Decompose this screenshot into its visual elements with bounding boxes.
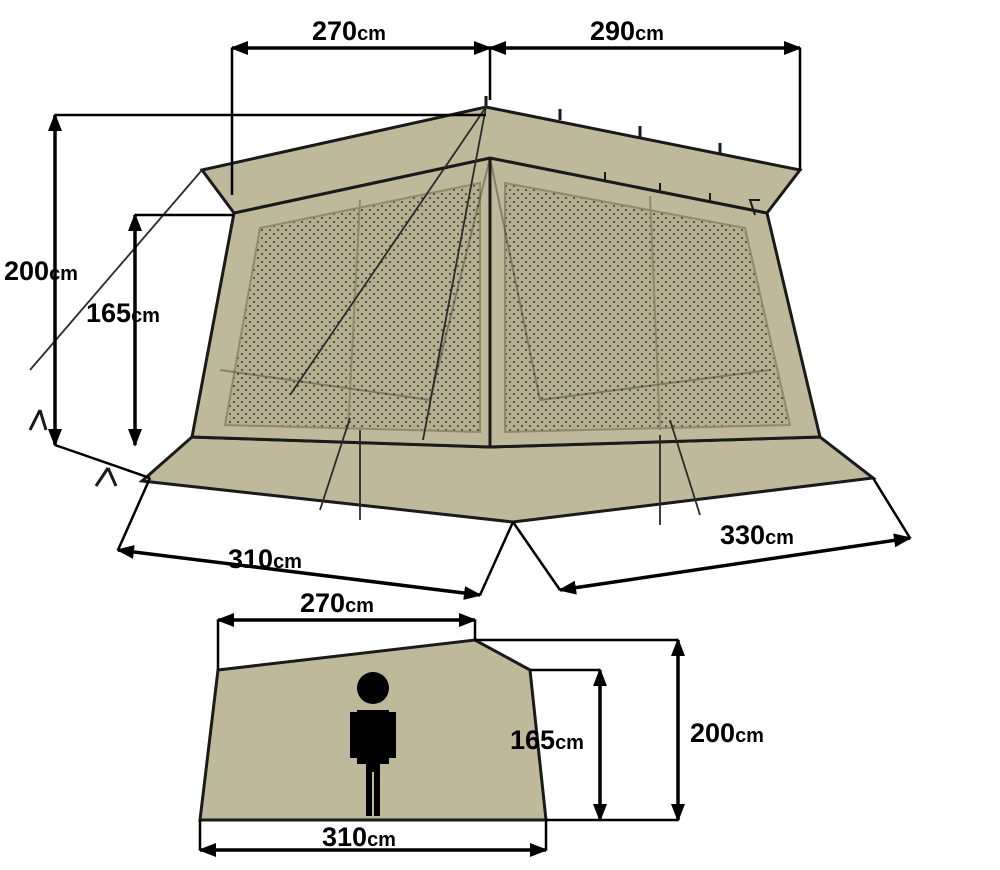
dim-label-top_left: 270cm	[312, 16, 386, 47]
dim-label-front_h_outer: 200cm	[690, 718, 764, 749]
dim-label-bottom_right: 330cm	[720, 520, 794, 551]
front-elevation	[200, 640, 546, 820]
dim-label-left_inner: 165cm	[86, 298, 160, 329]
dim-label-top_right: 290cm	[590, 16, 664, 47]
tent-dimension-diagram	[0, 0, 1000, 870]
dim-label-bottom_left: 310cm	[228, 544, 302, 575]
dim-label-front_h_inner: 165cm	[510, 725, 584, 756]
dim-label-left_outer: 200cm	[4, 256, 78, 287]
dim-label-front_top: 270cm	[300, 588, 374, 619]
dim-label-front_bottom: 310cm	[322, 822, 396, 853]
